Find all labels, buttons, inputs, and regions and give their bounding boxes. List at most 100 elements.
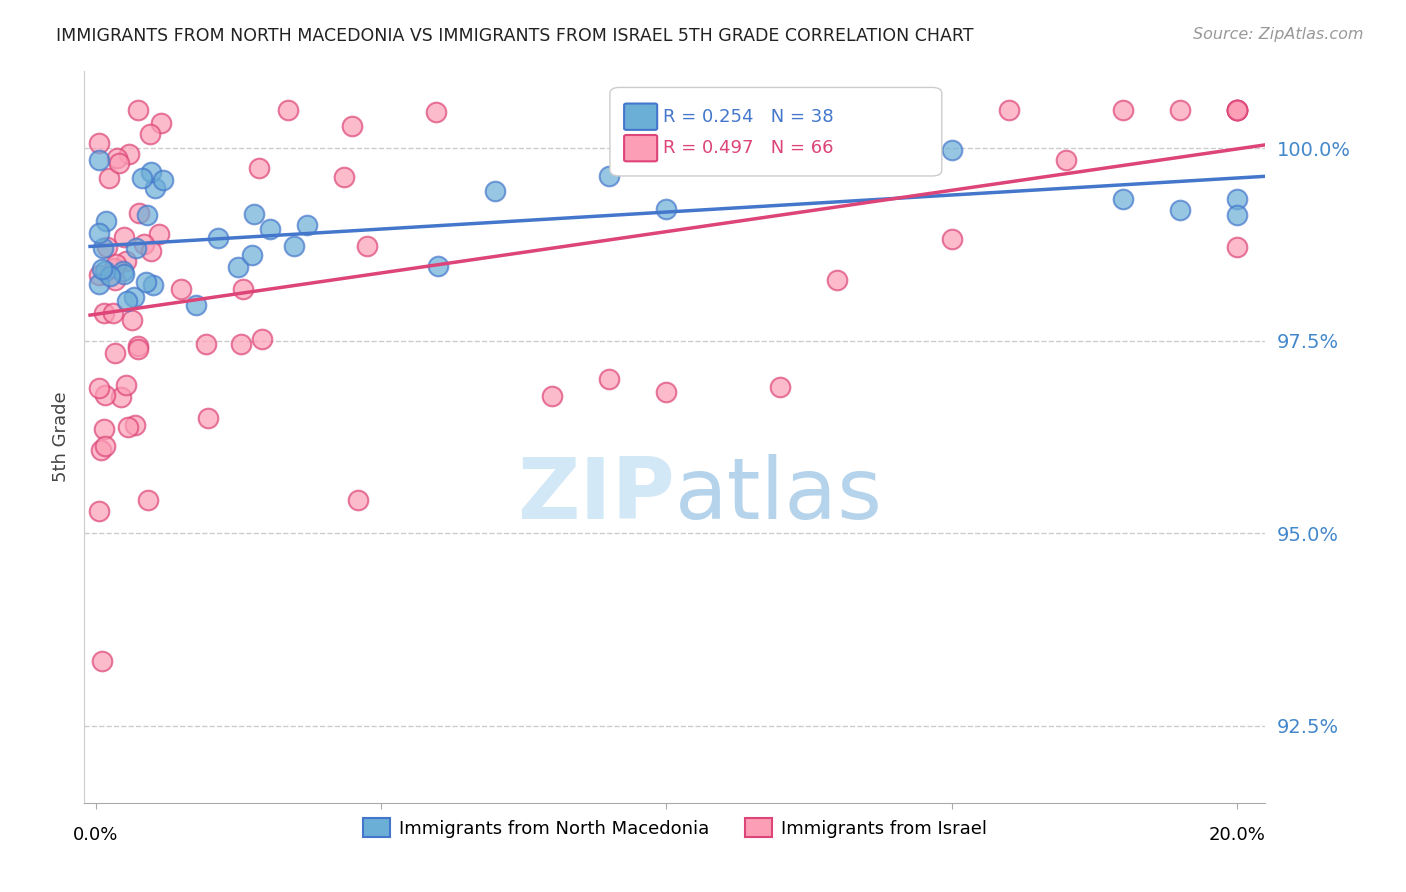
Point (89, 504, 111, 518)
Point (143, 181, 166, 195)
Point (1112, 192, 1135, 206)
Point (827, 118, 849, 132)
Point (598, 169, 620, 183)
Point (1054, 153, 1077, 167)
Point (149, 116, 172, 130)
Point (104, 273, 127, 287)
Point (152, 173, 174, 187)
Point (356, 238, 378, 252)
Point (124, 418, 146, 433)
Point (541, 389, 564, 403)
Point (115, 254, 138, 268)
Point (427, 260, 450, 274)
Point (122, 289, 145, 303)
Text: atlas: atlas (675, 454, 883, 537)
Text: IMMIGRANTS FROM NORTH MACEDONIA VS IMMIGRANTS FROM ISRAEL 5TH GRADE CORRELATION : IMMIGRANTS FROM NORTH MACEDONIA VS IMMIG… (56, 27, 974, 45)
Point (1226, 103, 1249, 117)
FancyBboxPatch shape (610, 87, 942, 176)
Point (170, 282, 193, 296)
Point (425, 105, 447, 120)
Point (242, 207, 264, 221)
Point (131, 171, 153, 186)
Point (87, 136, 110, 151)
Point (1226, 103, 1249, 117)
Point (195, 336, 218, 351)
Point (118, 146, 141, 161)
Point (110, 390, 132, 404)
Point (96, 240, 118, 254)
Point (484, 184, 506, 198)
Point (259, 222, 281, 236)
Point (103, 260, 125, 275)
Point (1226, 208, 1249, 222)
Point (295, 219, 318, 233)
Y-axis label: 5th Grade: 5th Grade (52, 392, 70, 483)
Point (114, 378, 136, 392)
Point (197, 410, 219, 425)
Point (277, 103, 299, 117)
Point (250, 333, 273, 347)
Point (90, 654, 112, 668)
Point (136, 492, 159, 507)
Point (87, 153, 110, 167)
Point (142, 277, 165, 292)
Legend: Immigrants from North Macedonia, Immigrants from Israel: Immigrants from North Macedonia, Immigra… (356, 811, 994, 845)
Point (103, 306, 125, 320)
Point (98, 170, 121, 185)
Point (94, 213, 117, 227)
Point (125, 241, 148, 255)
Point (1226, 240, 1249, 254)
Point (883, 103, 905, 117)
Point (283, 239, 305, 253)
Point (128, 206, 150, 220)
Point (87, 227, 110, 241)
Point (105, 151, 128, 165)
Point (93, 422, 115, 436)
Text: Source: ZipAtlas.com: Source: ZipAtlas.com (1194, 27, 1364, 42)
Point (135, 208, 157, 222)
Point (127, 339, 149, 353)
Point (240, 248, 263, 262)
Point (1226, 192, 1249, 206)
Point (127, 342, 149, 356)
Point (655, 202, 678, 217)
Point (93, 306, 115, 320)
Point (132, 237, 155, 252)
Point (114, 268, 136, 282)
Point (247, 161, 270, 175)
Point (87, 381, 110, 395)
Point (1168, 202, 1191, 217)
Point (1112, 103, 1135, 117)
Point (231, 336, 253, 351)
Point (941, 144, 963, 158)
Point (340, 119, 363, 133)
Point (148, 227, 170, 242)
Point (93, 439, 115, 453)
Point (135, 275, 157, 289)
Point (105, 257, 128, 271)
Point (184, 298, 207, 312)
Point (90, 443, 112, 458)
Text: R = 0.497   N = 66: R = 0.497 N = 66 (664, 139, 834, 157)
Point (141, 244, 163, 258)
Point (108, 156, 131, 170)
Point (98, 268, 121, 283)
Point (104, 345, 127, 359)
Text: 0.0%: 0.0% (73, 826, 118, 844)
Point (827, 272, 849, 286)
Point (226, 260, 249, 275)
Point (117, 419, 139, 434)
Point (127, 103, 149, 117)
Point (112, 230, 135, 244)
Point (93, 264, 115, 278)
Text: 20.0%: 20.0% (1208, 826, 1265, 844)
Point (207, 231, 229, 245)
Point (997, 103, 1019, 117)
Point (598, 372, 620, 386)
Text: R = 0.254   N = 38: R = 0.254 N = 38 (664, 108, 834, 126)
Point (232, 282, 254, 296)
Point (941, 232, 963, 246)
Point (121, 313, 143, 327)
Point (1226, 103, 1249, 117)
Point (139, 127, 162, 141)
